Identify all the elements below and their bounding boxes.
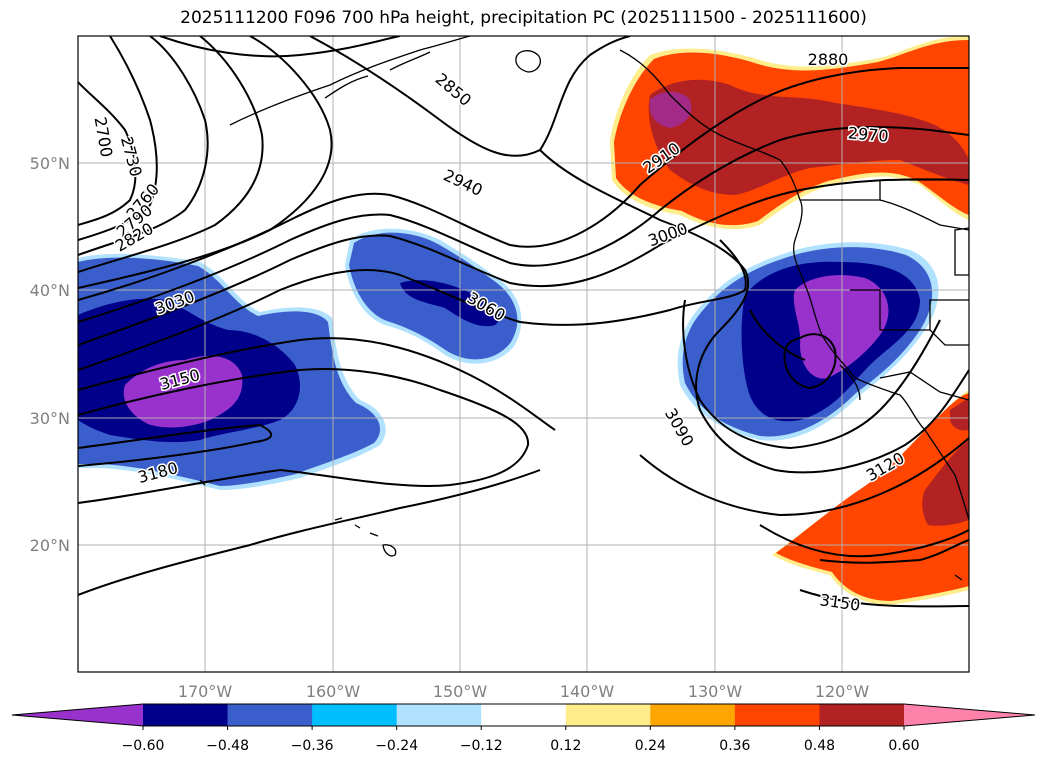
colorbar: −0.60 −0.48 −0.36 −0.24 −0.12 0.12 0.24 0.36 0.4…	[11, 703, 1036, 754]
colorbar-segment	[396, 704, 482, 726]
colorbar-segment	[227, 704, 313, 726]
colorbar-segment	[143, 704, 229, 726]
colorbar-tick-label: 0.48	[804, 738, 835, 754]
colorbar-segment	[650, 704, 736, 726]
lon-label: 120°W	[815, 682, 870, 701]
colorbar-segment	[481, 704, 567, 726]
colorbar-ticks: −0.60 −0.48 −0.36 −0.24 −0.12 0.12 0.24 0.36 0.4…	[122, 726, 920, 754]
colorbar-tick-label: 0.12	[550, 738, 581, 754]
lon-label: 160°W	[306, 682, 361, 701]
colorbar-extend-high	[904, 704, 1035, 726]
precip-shading	[78, 36, 969, 605]
colorbar-tick-label: −0.48	[206, 738, 249, 754]
height-contours	[78, 36, 969, 608]
colorbar-tick-label: 0.24	[635, 738, 666, 754]
colorbar-tick-label: −0.12	[460, 738, 503, 754]
colorbar-segment	[819, 704, 905, 726]
contour-label: 2880	[808, 50, 849, 69]
lat-label: 20°N	[30, 536, 70, 555]
colorbar-tick-label: 0.60	[888, 738, 919, 754]
graticule	[78, 36, 969, 672]
lon-label: 150°W	[433, 682, 488, 701]
colorbar-segment	[312, 704, 398, 726]
colorbar-tick-label: −0.60	[122, 738, 165, 754]
lon-label: 130°W	[688, 682, 743, 701]
map-area: 2880 2850 2700 2730 2760 2790 2820 2910 …	[78, 36, 969, 672]
colorbar-segment	[734, 704, 820, 726]
lon-label: 140°W	[560, 682, 615, 701]
colorbar-extend-low	[12, 704, 143, 726]
lon-label: 170°W	[178, 682, 233, 701]
lat-label: 50°N	[30, 154, 70, 173]
latitude-labels: 50°N 40°N 30°N 20°N	[30, 154, 70, 555]
lat-label: 30°N	[30, 409, 70, 428]
contour-label: 2970	[847, 123, 889, 145]
coastlines	[199, 36, 969, 581]
colorbar-segment	[565, 704, 651, 726]
map-frame	[77, 35, 970, 673]
longitude-labels: 170°W 160°W 150°W 140°W 130°W 120°W	[178, 682, 870, 701]
map-title: 2025111200 F096 700 hPa height, precipit…	[180, 8, 867, 28]
colorbar-tick-label: −0.24	[375, 738, 418, 754]
colorbar-tick-label: 0.36	[719, 738, 750, 754]
colorbar-tick-label: −0.36	[291, 738, 334, 754]
lat-label: 40°N	[30, 281, 70, 300]
